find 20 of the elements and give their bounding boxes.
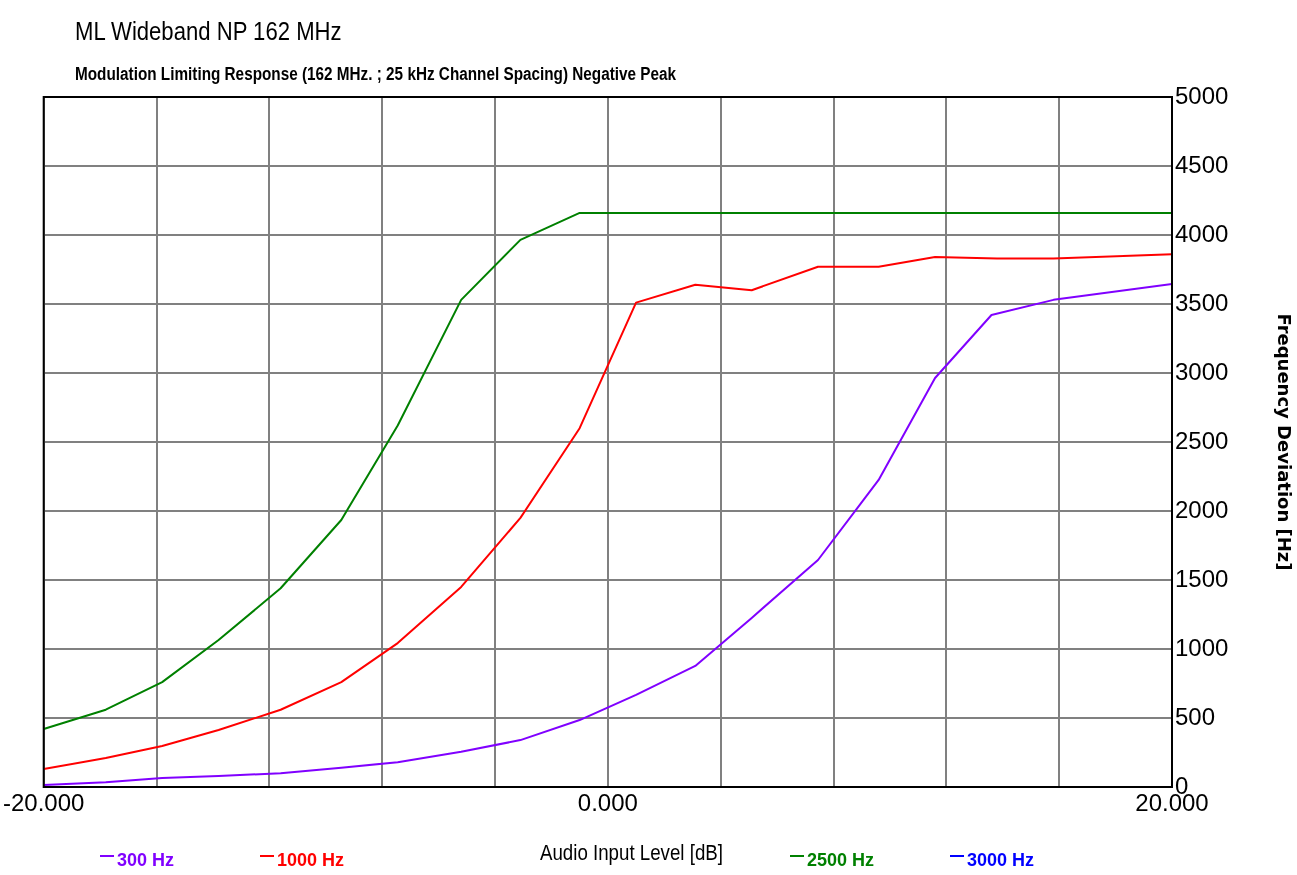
legend-label: 300 Hz [117, 850, 175, 871]
y-tick-label: 1500 [1175, 564, 1229, 592]
x-tick-label: 0.000 [577, 789, 638, 817]
y-tick-label: 4000 [1175, 219, 1229, 247]
y-tick-label: 5000 [1175, 81, 1229, 109]
y-axis-title: Frequency Deviation [Hz] [1273, 313, 1295, 571]
y-tick-label: 3500 [1175, 288, 1229, 316]
chart-title: ML Wideband NP 162 MHz [75, 16, 342, 47]
y-tick-label: 4500 [1175, 150, 1229, 178]
y-tick-label: 500 [1175, 702, 1216, 730]
chart-subtitle: Modulation Limiting Response (162 MHz. ; 25 kHz Channel Spacing) Negative Peak [75, 64, 677, 85]
y-tick-label: 1000 [1175, 633, 1229, 661]
y-tick-label: 3000 [1175, 357, 1229, 385]
y-tick-label: 2500 [1175, 426, 1229, 454]
x-axis-title: Audio Input Level [dB] [540, 840, 723, 866]
legend-label: 2500 Hz [807, 850, 875, 871]
y-tick-label: 2000 [1175, 495, 1229, 523]
x-tick-label: -20.000 [3, 789, 85, 817]
legend-label: 1000 Hz [277, 850, 345, 871]
legend-label: 3000 Hz [967, 850, 1035, 871]
